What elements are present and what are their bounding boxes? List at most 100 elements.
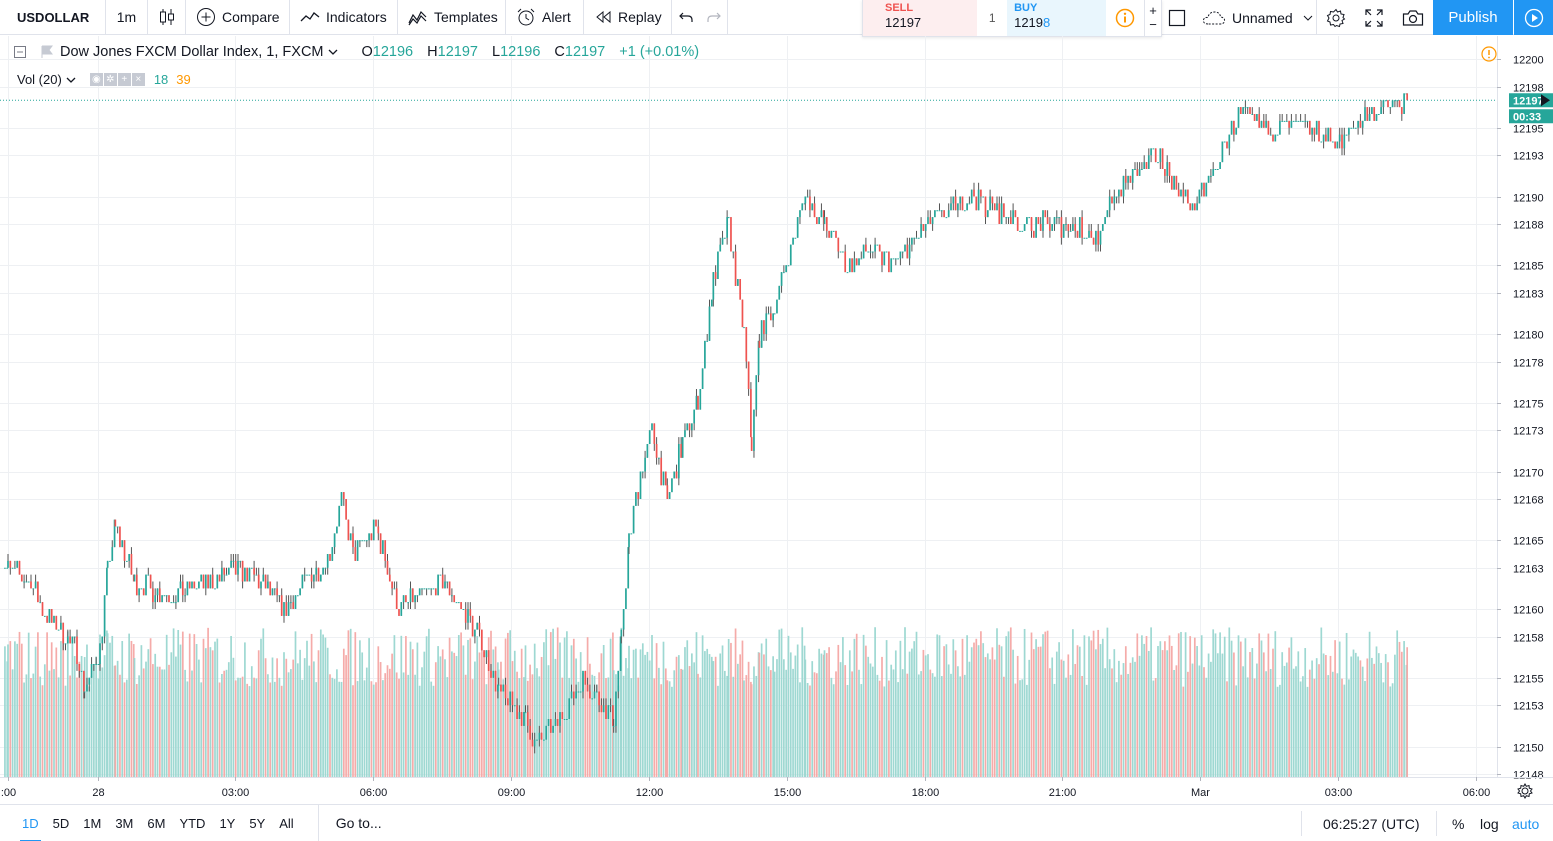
redo-button[interactable] (700, 0, 728, 34)
price-axis[interactable]: 12148 12150 12153 12155 12158 12160 12163 12165… (1497, 36, 1553, 782)
candle-body (1012, 210, 1014, 224)
plus-icon[interactable]: + (117, 73, 131, 86)
current-price-label: 12197 (1513, 95, 1544, 107)
candle-body (354, 547, 357, 561)
volume-bar (963, 674, 966, 777)
buy-button[interactable]: BUY 12198 (1007, 0, 1107, 36)
collapse-icon[interactable] (14, 46, 26, 58)
candle-body (1361, 120, 1364, 128)
range-3m[interactable]: 3M (115, 815, 134, 831)
decrease-quantity-button[interactable]: − (1149, 17, 1157, 32)
range-1m[interactable]: 1M (83, 815, 102, 831)
axis-settings-icon[interactable] (1517, 782, 1533, 800)
candle-body (1359, 120, 1362, 128)
candle-body (741, 299, 744, 328)
volume-bar (1368, 631, 1371, 777)
candle-body (899, 251, 902, 259)
chevron-down-icon[interactable] (328, 49, 338, 55)
undo-button[interactable] (672, 0, 700, 34)
volume-bar (598, 672, 600, 777)
snapshot-button[interactable] (1393, 0, 1433, 35)
indicators-button[interactable]: Indicators (290, 0, 398, 34)
interval-button[interactable]: 1m (106, 0, 148, 34)
percent-scale-toggle[interactable]: % (1452, 815, 1465, 832)
volume-bar (331, 677, 334, 777)
flag-icon[interactable] (40, 45, 54, 59)
volume-bar (37, 632, 39, 777)
candle-body (1115, 196, 1118, 198)
volume-bar (446, 677, 449, 777)
volume-bar (721, 645, 724, 777)
candle-body (1382, 100, 1385, 108)
fullscreen-button[interactable] (1355, 0, 1393, 35)
range-5d[interactable]: 5D (52, 815, 70, 831)
auto-scale-toggle[interactable]: auto (1512, 815, 1540, 832)
volume-bar (982, 643, 985, 777)
square-icon (1168, 9, 1186, 26)
candle-body (523, 712, 525, 726)
templates-button[interactable]: Templates (398, 0, 506, 34)
eye-icon[interactable]: ◉ (89, 73, 103, 86)
compare-button[interactable]: Compare (186, 0, 290, 34)
chevron-down-icon[interactable] (66, 77, 76, 83)
volume-bar (64, 685, 67, 777)
layout-menu-button[interactable]: Unnamed (1192, 0, 1317, 35)
candle-body (892, 258, 895, 260)
candle-body (1315, 120, 1318, 135)
time-axis[interactable]: :00 28 03:00 06:00 09:00 12:00 15:00 18:00 21:00… (0, 777, 1553, 800)
volume-bar (1373, 663, 1376, 777)
go-to-date-button[interactable]: Go to... (317, 804, 382, 841)
fullscreen-toggle-button[interactable] (1162, 0, 1192, 35)
gear-icon[interactable]: ✲ (103, 73, 117, 86)
quantity-field[interactable]: 1 (977, 0, 1008, 36)
volume-bar (684, 647, 686, 777)
settings-button[interactable] (1317, 0, 1355, 35)
series-title[interactable]: Dow Jones FXCM Dollar Index, 1, FXCM (60, 44, 324, 60)
range-5y[interactable]: 5Y (249, 815, 266, 831)
market-status-button[interactable] (1106, 0, 1144, 36)
candle-body (1249, 107, 1251, 114)
range-all[interactable]: All (279, 815, 294, 831)
scroll-to-realtime-icon[interactable] (1541, 94, 1550, 107)
range-1y[interactable]: 1Y (219, 815, 236, 831)
volume-bar (363, 680, 366, 777)
candle-body (662, 471, 665, 486)
volume-bar (1083, 635, 1086, 777)
sell-button[interactable]: SELL 12197 (863, 0, 978, 36)
range-ytd[interactable]: YTD (179, 815, 206, 831)
increase-quantity-button[interactable]: + (1149, 3, 1157, 18)
volume-bar (577, 681, 580, 777)
volume-bar (1361, 666, 1364, 777)
warning-icon[interactable] (1481, 46, 1497, 62)
price-tick-label: 12193 (1513, 151, 1544, 163)
candle-body (1078, 217, 1081, 238)
replay-button[interactable]: Replay (584, 0, 672, 34)
alert-button[interactable]: Alert (506, 0, 584, 34)
candle-body (214, 588, 216, 590)
candle-body (46, 615, 48, 623)
log-scale-toggle[interactable]: log (1480, 815, 1499, 832)
publish-button[interactable]: Publish (1433, 0, 1513, 35)
volume-bar (1304, 648, 1307, 777)
symbol-search-button[interactable]: USDOLLAR (0, 0, 106, 34)
volume-bar (1141, 635, 1143, 777)
volume-bar (430, 681, 433, 777)
candle-body (1044, 210, 1047, 218)
quantity-stepper[interactable]: + − (1144, 0, 1161, 36)
price-chart[interactable]: 12148 12150 12153 12155 12158 12160 12163 12165… (0, 36, 1553, 804)
close-icon[interactable]: × (131, 73, 145, 86)
volume-bar (1306, 686, 1309, 777)
volume-legend: Vol (20) ◉ ✲ + × 18 39 (17, 72, 191, 87)
candle-body (1095, 230, 1097, 245)
candle-body (39, 602, 42, 604)
publish-options-button[interactable] (1514, 0, 1553, 35)
candle-body (1092, 237, 1095, 245)
range-6m[interactable]: 6M (147, 815, 166, 831)
volume-bar (862, 634, 865, 777)
chart-style-button[interactable] (148, 0, 186, 34)
range-1d[interactable]: 1D (20, 815, 41, 841)
candle-body (1138, 169, 1141, 176)
volume-bar (622, 675, 625, 777)
volume-title[interactable]: Vol (20) (17, 72, 62, 87)
clock[interactable]: 06:25:27 (UTC) (1323, 815, 1420, 832)
